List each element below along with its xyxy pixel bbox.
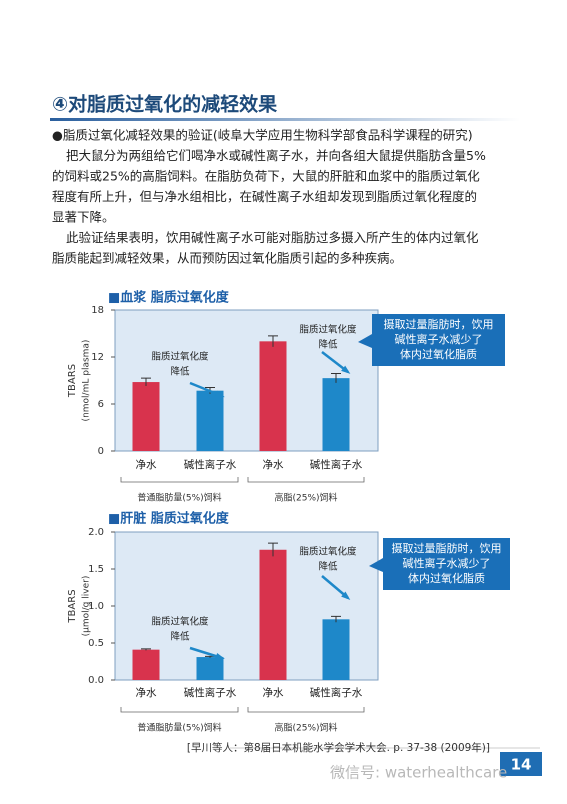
arrow-head xyxy=(341,365,351,374)
y-axis-label: TBARS xyxy=(67,364,78,398)
paragraph-line: 此验证结果表明，饮用碱性离子水可能对脂肪过多摄入所产生的体内过氧化 xyxy=(66,230,479,245)
y-tick-label: 1.0 xyxy=(88,601,104,612)
arrow-head xyxy=(215,652,225,660)
group-label: 高脂(25%)饲料 xyxy=(274,492,337,504)
error-bar xyxy=(141,648,151,651)
bar xyxy=(259,341,287,451)
citation: [早川等人：第8届日本机能水学会学术大会. p. 37-38 (2009年)] xyxy=(187,741,490,754)
y-tick-label: 2.0 xyxy=(88,527,104,538)
error-bar xyxy=(268,542,278,557)
annotation: 脂质过氧化度 xyxy=(299,546,357,558)
page-number: 14 xyxy=(511,756,532,774)
bar xyxy=(196,657,224,680)
x-tick-label: 净水 xyxy=(263,458,284,471)
y-tick-label: 0 xyxy=(98,446,104,457)
annotation: 降低 xyxy=(170,631,190,643)
bar xyxy=(132,382,160,451)
y-tick-label: 1.5 xyxy=(88,564,104,575)
group-label: 普通脂肪量(5%)饲料 xyxy=(137,722,221,734)
bar xyxy=(196,390,224,451)
x-tick-label: 碱性离子水 xyxy=(310,458,363,471)
x-tick-label: 碱性离子水 xyxy=(184,458,237,471)
chart-title: ■肝脏 脂质过氧化度 xyxy=(108,511,230,527)
callout-text: 体内过氧化脂质 xyxy=(408,571,485,585)
annotation: 降低 xyxy=(318,561,338,573)
annotation: 降低 xyxy=(170,366,190,378)
error-bar xyxy=(268,335,278,347)
callout-text: 碱性离子水减少了 xyxy=(403,556,491,570)
y-tick-label: 6 xyxy=(98,399,104,410)
group-bracket xyxy=(120,707,239,713)
callout-pointer xyxy=(369,558,383,572)
y-axis-label: TBARS xyxy=(67,589,78,623)
annotation: 脂质过氧化度 xyxy=(151,616,209,628)
x-tick-label: 碱性离子水 xyxy=(310,686,363,699)
bar xyxy=(132,649,160,680)
bar xyxy=(259,549,287,680)
x-tick-label: 净水 xyxy=(136,458,157,471)
x-tick-label: 净水 xyxy=(136,686,157,699)
error-bar xyxy=(141,377,151,386)
paragraph-line: ●脂质过氧化减轻效果的验证(岐阜大学应用生物科学部食品科学课程的研究) xyxy=(52,128,473,143)
callout-text: 摄取过量脂肪时，饮用 xyxy=(384,317,494,331)
annotation: 脂质过氧化度 xyxy=(151,351,209,363)
callout-box xyxy=(383,538,510,590)
group-label: 高脂(25%)饲料 xyxy=(274,722,337,734)
bar xyxy=(322,378,350,451)
chart-title: ■血浆 脂质过氧化度 xyxy=(108,290,230,306)
y-axis-unit: (nmol/mL plasma) xyxy=(82,340,92,422)
y-tick-label: 12 xyxy=(91,352,104,363)
callout-pointer xyxy=(358,334,372,348)
x-tick-label: 碱性离子水 xyxy=(184,686,237,699)
error-bar xyxy=(331,372,341,383)
group-bracket xyxy=(247,477,365,483)
callout-box xyxy=(372,314,505,366)
callout-text: 摄取过量脂肪时，饮用 xyxy=(392,541,502,555)
callout-text: 体内过氧化脂质 xyxy=(400,347,477,361)
bar xyxy=(322,619,350,680)
annotation: 脂质过氧化度 xyxy=(299,324,357,336)
paragraph-line: 脂质能起到减轻效果，从而预防因过氧化脂质引起的多种疾病。 xyxy=(52,251,402,266)
arrow-head xyxy=(341,591,351,600)
y-tick-label: 18 xyxy=(91,305,104,316)
y-tick-label: 0.5 xyxy=(88,638,104,649)
paragraph-line: 把大鼠分为两组给它们喝净水或碱性离子水，并向各组大鼠提供脂肪含量5% xyxy=(66,148,486,163)
arrow-head xyxy=(215,390,225,398)
annotation: 降低 xyxy=(318,339,338,351)
error-bar xyxy=(331,615,341,623)
x-tick-label: 净水 xyxy=(263,686,284,699)
group-label: 普通脂肪量(5%)饲料 xyxy=(137,492,221,504)
group-bracket xyxy=(120,477,239,483)
paragraph-line: 的饲料或25%的高脂饲料。在脂肪负荷下，大鼠的肝脏和血浆中的脂质过氧化 xyxy=(52,169,480,184)
y-tick-label: 0.0 xyxy=(88,675,104,686)
watermark: 微信号: waterhealthcare xyxy=(330,764,507,782)
group-bracket xyxy=(247,707,365,713)
section-title: ④对脂质过氧化的减轻效果 xyxy=(52,93,277,116)
callout-text: 碱性离子水减少了 xyxy=(395,332,483,346)
paragraph-line: 程度有所上升，但与净水组相比，在碱性离子水组却发现到脂质过氧化程度的 xyxy=(52,189,477,204)
y-axis-unit: (μmol/g liver) xyxy=(82,576,92,637)
page-number-box xyxy=(500,752,542,776)
title-underline xyxy=(50,118,520,121)
paragraph-line: 显著下降。 xyxy=(52,210,115,225)
